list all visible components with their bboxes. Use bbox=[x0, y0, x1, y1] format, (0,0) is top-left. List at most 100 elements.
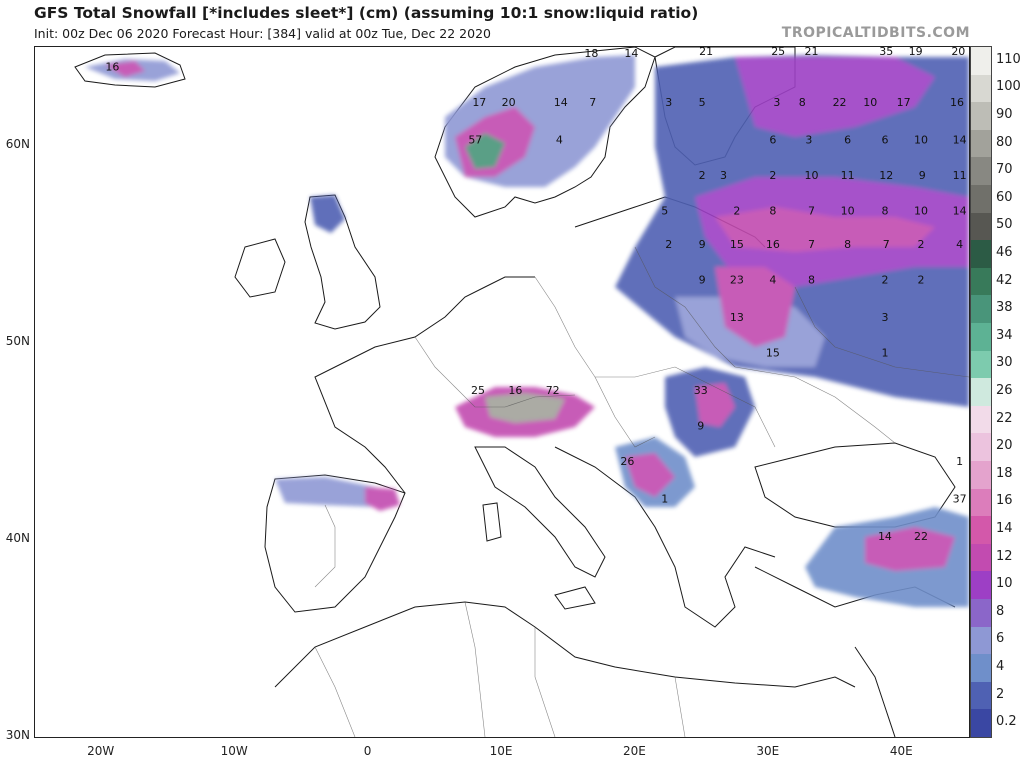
snowfall-value-label: 12 bbox=[879, 169, 893, 182]
chart-header: GFS Total Snowfall [*includes sleet*] (c… bbox=[0, 0, 1024, 46]
iberia-outline bbox=[264, 474, 406, 613]
colorbar-swatch bbox=[971, 461, 991, 490]
snow-pyrenees bbox=[365, 487, 400, 511]
colorbar-label: 4 bbox=[996, 659, 1005, 674]
snowfall-value-label: 1 bbox=[956, 455, 963, 468]
snowfall-value-label: 16 bbox=[766, 238, 780, 251]
snowfall-value-label: 7 bbox=[808, 205, 815, 218]
snowfall-value-label: 21 bbox=[699, 47, 713, 58]
colorbar bbox=[970, 46, 992, 738]
snowfall-value-label: 10 bbox=[914, 134, 928, 147]
snow-alps-core bbox=[485, 393, 565, 423]
italy-outline bbox=[474, 446, 606, 578]
colorbar-swatch bbox=[971, 129, 991, 158]
snowfall-value-label: 26 bbox=[620, 455, 634, 468]
border-line bbox=[794, 286, 969, 378]
snow-russia-pink bbox=[715, 207, 935, 252]
snowfall-value-label: 1 bbox=[661, 492, 668, 505]
colorbar-label: 26 bbox=[996, 383, 1013, 398]
snowfall-value-label: 4 bbox=[769, 274, 776, 287]
balkans-coast bbox=[554, 446, 776, 628]
snowfall-value-label: 11 bbox=[953, 169, 967, 182]
colorbar-label: 42 bbox=[996, 272, 1013, 288]
snowfall-value-label: 7 bbox=[883, 238, 890, 251]
black-sea-outline bbox=[754, 442, 956, 528]
border-line bbox=[314, 646, 356, 737]
snowfall-value-label: 7 bbox=[808, 238, 815, 251]
snowfall-value-label: 10 bbox=[863, 96, 877, 109]
latitude-label: 60N bbox=[5, 136, 30, 151]
snowfall-value-label: 6 bbox=[844, 134, 851, 147]
colorbar-swatch bbox=[971, 488, 991, 517]
colorbar-swatch bbox=[971, 654, 991, 683]
colorbar-swatch bbox=[971, 185, 991, 214]
snowfall-value-label: 3 bbox=[881, 311, 888, 324]
colorbar-label: 20 bbox=[996, 438, 1013, 454]
snowfall-value-label: 13 bbox=[730, 311, 744, 324]
border-line bbox=[674, 366, 776, 448]
snow-norway-core bbox=[465, 133, 505, 169]
snowfall-value-label: 6 bbox=[769, 134, 776, 147]
snowfall-value-label: 20 bbox=[951, 47, 965, 58]
border-line bbox=[534, 627, 556, 737]
colorbar-label: 100 bbox=[996, 79, 1021, 95]
colorbar-swatch bbox=[971, 433, 991, 462]
snowfall-value-label: 2 bbox=[665, 238, 672, 251]
snowfall-value-label: 22 bbox=[833, 96, 847, 109]
colorbar-swatch bbox=[971, 323, 991, 352]
longitude-label: 20W bbox=[87, 744, 115, 758]
snowfall-value-label: 33 bbox=[694, 384, 708, 397]
colorbar-swatch bbox=[971, 240, 991, 269]
snowfall-value-label: 1 bbox=[881, 347, 888, 360]
snowfall-value-label: 9 bbox=[699, 238, 706, 251]
colorbar-label: 12 bbox=[996, 548, 1013, 564]
snowfall-value-label: 2 bbox=[917, 274, 924, 287]
snow-finland-top bbox=[735, 57, 935, 137]
snowfall-value-label: 14 bbox=[953, 134, 967, 147]
longitude-label: 10W bbox=[220, 744, 248, 758]
longitude-label: 20E bbox=[622, 744, 646, 758]
snowfall-value-label: 17 bbox=[897, 96, 911, 109]
border-line bbox=[314, 504, 336, 588]
longitude-label: 40E bbox=[889, 744, 913, 758]
colorbar-label: 90 bbox=[996, 107, 1013, 122]
snowfall-value-label: 16 bbox=[950, 96, 964, 109]
snowfall-value-label: 10 bbox=[805, 169, 819, 182]
east-mediterranean-coast bbox=[854, 646, 896, 737]
colorbar-label: 22 bbox=[996, 410, 1013, 426]
colorbar-swatch bbox=[971, 626, 991, 655]
snowfall-shading bbox=[85, 55, 969, 607]
border-line bbox=[464, 601, 486, 737]
snowfall-value-label: 14 bbox=[554, 96, 568, 109]
colorbar-swatch bbox=[971, 543, 991, 572]
colorbar-label: 18 bbox=[996, 465, 1013, 481]
snowfall-value-label: 8 bbox=[769, 205, 776, 218]
france-coast bbox=[314, 276, 535, 494]
great-britain-outline bbox=[304, 194, 381, 330]
snowfall-value-label: 2 bbox=[881, 274, 888, 287]
colorbar-label: 14 bbox=[996, 521, 1013, 536]
snowfall-value-label: 22 bbox=[914, 530, 928, 543]
latitude-label: 50N bbox=[5, 333, 30, 348]
snowfall-value-label: 15 bbox=[766, 347, 780, 360]
snowfall-value-label: 9 bbox=[919, 169, 926, 182]
snowfall-value-label: 8 bbox=[808, 274, 815, 287]
colorbar-label: 0.2 bbox=[996, 714, 1017, 730]
colorbar-label: 46 bbox=[996, 245, 1013, 260]
colorbar-swatch bbox=[971, 571, 991, 600]
snowfall-value-label: 14 bbox=[624, 47, 638, 60]
border-line bbox=[734, 366, 896, 444]
colorbar-swatch bbox=[971, 267, 991, 296]
snowfall-value-label: 2 bbox=[917, 238, 924, 251]
snow-belarus-core bbox=[715, 267, 795, 347]
longitude-label: 10E bbox=[489, 744, 513, 758]
colorbar-label: 16 bbox=[996, 493, 1013, 509]
colorbar-label: 30 bbox=[996, 355, 1013, 371]
snowfall-value-label: 10 bbox=[841, 205, 855, 218]
colorbar-swatch bbox=[971, 102, 991, 131]
snow-iceland-core bbox=[105, 61, 145, 77]
snowfall-value-label: 57 bbox=[468, 134, 482, 147]
snowfall-value-label: 14 bbox=[953, 205, 967, 218]
map-frame: 16 18 14 17 20 14 7 57 4 21 25 21 35 19 20 3 5 3 8 22 10 17 16… bbox=[34, 46, 970, 738]
